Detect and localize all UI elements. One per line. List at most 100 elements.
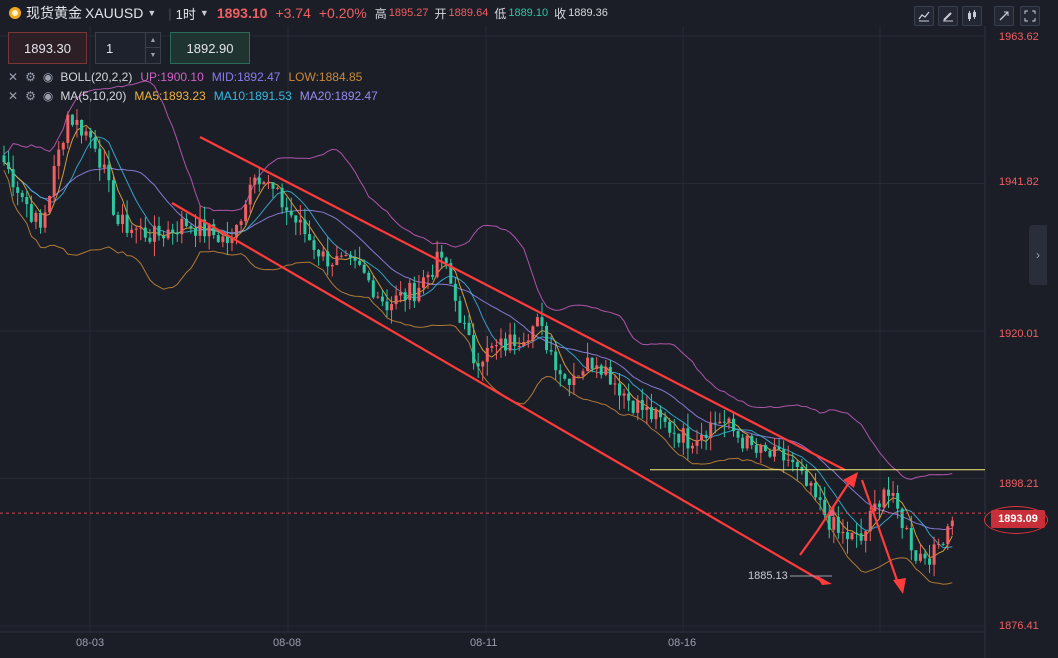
candle-body	[581, 371, 585, 376]
candle-body	[16, 187, 20, 193]
candle-body	[276, 187, 280, 189]
ma5-line	[3, 124, 953, 559]
candle-body	[645, 407, 649, 410]
eye-icon[interactable]: ◉	[42, 89, 54, 103]
candle-body	[517, 345, 521, 347]
symbol-header: 现货黄金 XAUUSD ▼ | 1时 ▼ 1893.10 +3.74 +0.20…	[0, 0, 1058, 26]
ma-name: MA(5,10,20)	[60, 89, 127, 103]
trend-annotations	[0, 136, 985, 594]
candle-body	[326, 251, 330, 267]
candle-body	[157, 225, 161, 236]
ma-indicator-legend: ✕ ⚙ ◉ MA(5,10,20) MA5:1893.23 MA10:1891.…	[8, 89, 378, 103]
candle-body	[307, 234, 311, 241]
candle-body	[421, 277, 425, 288]
candle-body	[608, 367, 612, 385]
candle-body	[928, 558, 932, 565]
candle-body	[358, 260, 362, 265]
candle-body	[166, 229, 170, 239]
ma20-value: MA20:1892.47	[299, 89, 378, 103]
candle-body	[918, 553, 922, 561]
draw-pen-icon[interactable]	[938, 6, 958, 26]
candle-body	[52, 166, 56, 196]
decrement-icon[interactable]: ▼	[149, 52, 157, 59]
chevron-right-icon[interactable]: ›	[1029, 225, 1047, 285]
collapse-icon[interactable]	[994, 6, 1014, 26]
candlestick-icon[interactable]	[962, 6, 982, 26]
gear-icon[interactable]: ⚙	[25, 70, 36, 84]
candle-body	[750, 435, 754, 446]
candle-body	[586, 357, 590, 372]
gear-icon[interactable]: ⚙	[25, 89, 36, 103]
quantity-value[interactable]: 1	[106, 41, 114, 56]
line-chart-icon[interactable]	[914, 6, 934, 26]
x-axis-label: 08-16	[668, 637, 697, 649]
candle-body	[189, 226, 193, 229]
candle-body	[513, 334, 517, 347]
y-axis-label: 1941.82	[999, 176, 1039, 188]
candle-body	[864, 531, 868, 541]
candle-body	[66, 114, 70, 143]
symbol-dropdown-icon[interactable]: ▼	[147, 8, 157, 18]
candle-body	[681, 428, 685, 443]
y-axis-label: 1898.21	[999, 478, 1039, 490]
timeframe-select[interactable]: 1时	[175, 6, 196, 22]
candle-body	[440, 251, 444, 258]
candle-body	[444, 257, 448, 264]
candle-body	[38, 212, 42, 228]
candle-body	[818, 497, 822, 500]
candle-body	[7, 162, 11, 170]
candle-body	[709, 422, 713, 438]
candle-body	[403, 292, 407, 301]
candle-body	[162, 235, 166, 239]
quantity-stepper[interactable]: 1 ▲ ▼	[95, 32, 161, 64]
candle-body	[554, 351, 558, 371]
candle-body	[713, 422, 717, 424]
candle-body	[476, 363, 480, 367]
candle-body	[98, 148, 102, 168]
candle-body	[941, 543, 945, 545]
candle-body	[873, 503, 877, 511]
candle-body	[193, 228, 197, 236]
quantity-spinner[interactable]: ▲ ▼	[145, 33, 160, 63]
candle-body	[80, 119, 84, 136]
candle-body	[923, 553, 927, 559]
projection-down-arrow	[860, 479, 901, 587]
candle-body	[786, 459, 790, 461]
candle-body	[257, 177, 261, 185]
candle-body	[531, 326, 535, 341]
projection-up-arrow	[799, 477, 853, 556]
y-axis-label: 1963.62	[999, 31, 1039, 43]
candle-body	[672, 432, 676, 434]
candle-body	[887, 489, 891, 496]
eye-icon[interactable]: ◉	[42, 70, 54, 84]
buy-price-button[interactable]: 1892.90	[170, 32, 250, 64]
candle-body	[841, 532, 845, 534]
symbol-code[interactable]: XAUUSD	[85, 5, 144, 21]
ma20-line	[3, 161, 953, 531]
candle-body	[225, 236, 229, 244]
open-value: 1889.64	[448, 7, 489, 19]
candle-body	[449, 263, 453, 284]
candle-body	[905, 527, 909, 529]
candle-body	[932, 544, 936, 565]
candle-body	[335, 255, 339, 266]
candle-body	[576, 375, 580, 377]
current-price-tag: 1893.09	[991, 510, 1045, 528]
candle-body	[845, 532, 849, 540]
fullscreen-icon[interactable]	[1020, 6, 1040, 26]
candle-body	[604, 367, 608, 375]
candle-body	[294, 215, 298, 223]
symbol-name[interactable]: 现货黄金	[26, 5, 82, 21]
sell-price-button[interactable]: 1893.30	[8, 32, 87, 64]
boll-mid-value: MID:1892.47	[211, 70, 281, 84]
open-label: 开	[434, 6, 447, 21]
candle-body	[61, 142, 65, 150]
close-label: 收	[554, 6, 567, 21]
candle-body	[549, 350, 553, 352]
timeframe-dropdown-icon[interactable]: ▼	[199, 8, 209, 18]
increment-icon[interactable]: ▲	[146, 33, 160, 48]
close-icon[interactable]: ✕	[8, 70, 19, 84]
close-icon[interactable]: ✕	[8, 89, 19, 103]
candle-body	[759, 445, 763, 453]
